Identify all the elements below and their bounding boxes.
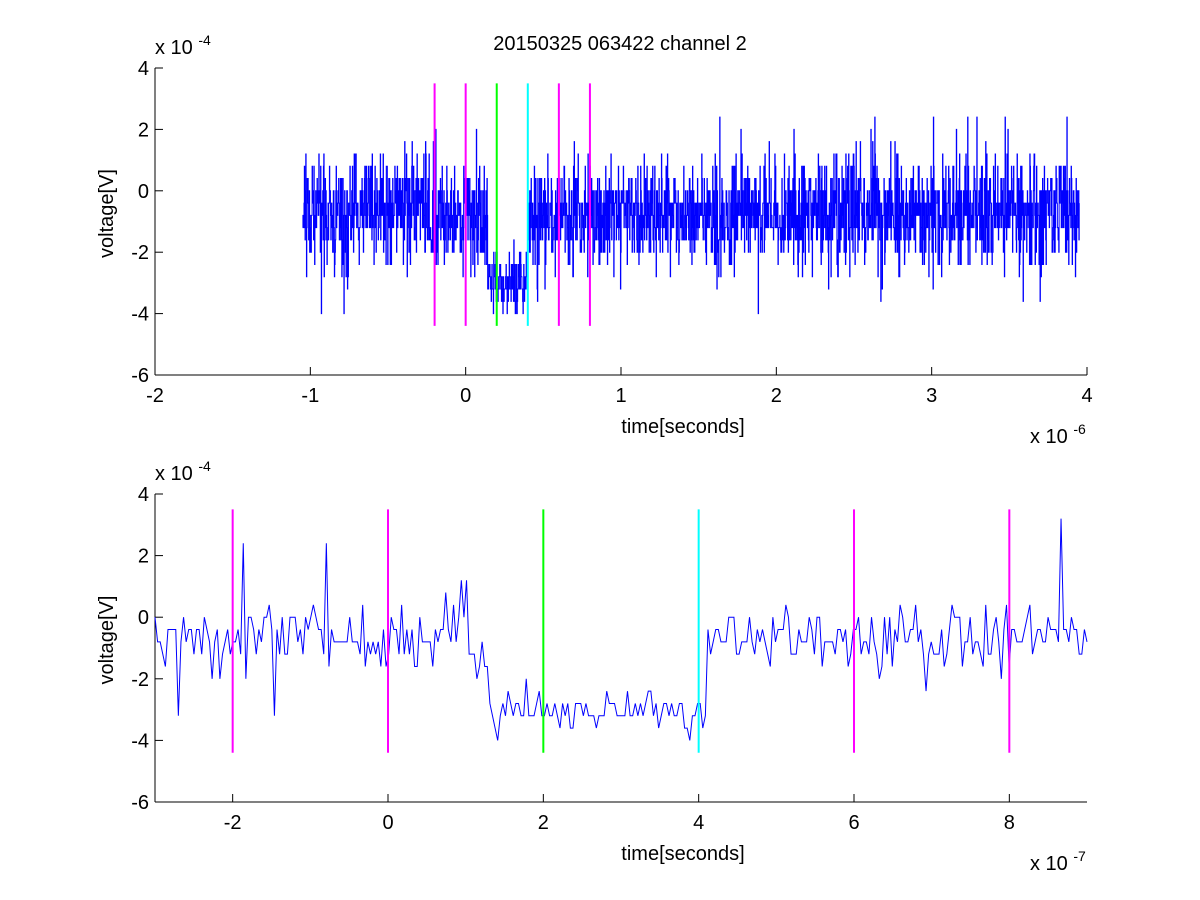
y-axis-label: voltage[V]	[96, 169, 118, 258]
y-tick-label: -2	[131, 242, 149, 264]
x-tick-label: 4	[693, 812, 704, 834]
x-tick-label: 0	[460, 385, 471, 407]
y-tick-label: 4	[138, 58, 149, 80]
x-tick-label: -2	[224, 812, 242, 834]
x-tick-label: 3	[926, 385, 937, 407]
y-tick-label: -4	[131, 304, 149, 326]
figure-title: 20150325 063422 channel 2	[493, 33, 747, 55]
y-tick-label: 2	[138, 546, 149, 568]
x-tick-label: 4	[1081, 385, 1092, 407]
y-tick-label: 2	[138, 119, 149, 141]
x-axis-label: time[seconds]	[621, 843, 744, 865]
y-tick-label: -6	[131, 792, 149, 814]
x-axis-label: time[seconds]	[621, 416, 744, 438]
signal-trace	[302, 116, 1080, 315]
y-tick-label: 0	[138, 181, 149, 203]
x-tick-label: -1	[301, 385, 319, 407]
x-tick-label: -2	[146, 385, 164, 407]
signal-trace	[154, 518, 1088, 741]
x-tick-label: 6	[848, 812, 859, 834]
x-tick-label: 0	[382, 812, 393, 834]
y-multiplier-exponent: -4	[198, 458, 211, 474]
y-tick-label: -2	[131, 669, 149, 691]
x-multiplier-exponent: -7	[1073, 848, 1086, 864]
y-tick-label: -6	[131, 365, 149, 387]
x-multiplier-exponent: -6	[1073, 421, 1086, 437]
bottom-plot: -2 0 2 4 6 8-6-4-2024time[seconds]voltage[V]x…	[96, 458, 1088, 875]
y-tick-label: 0	[138, 607, 149, 629]
x-tick-label: 2	[771, 385, 782, 407]
y-tick-label: -4	[131, 730, 149, 752]
x-tick-label: 2	[538, 812, 549, 834]
x-tick-label: 1	[615, 385, 626, 407]
x-tick-label: 8	[1004, 812, 1015, 834]
y-tick-label: 4	[138, 484, 149, 506]
top-plot: -2 -1 0 1 2 3 4 -6 -4 -2 0 2 4 time[seconds] voltage[V…	[96, 32, 1093, 448]
y-multiplier-exponent: -4	[198, 32, 211, 48]
y-axis-label: voltage[V]	[96, 596, 118, 685]
